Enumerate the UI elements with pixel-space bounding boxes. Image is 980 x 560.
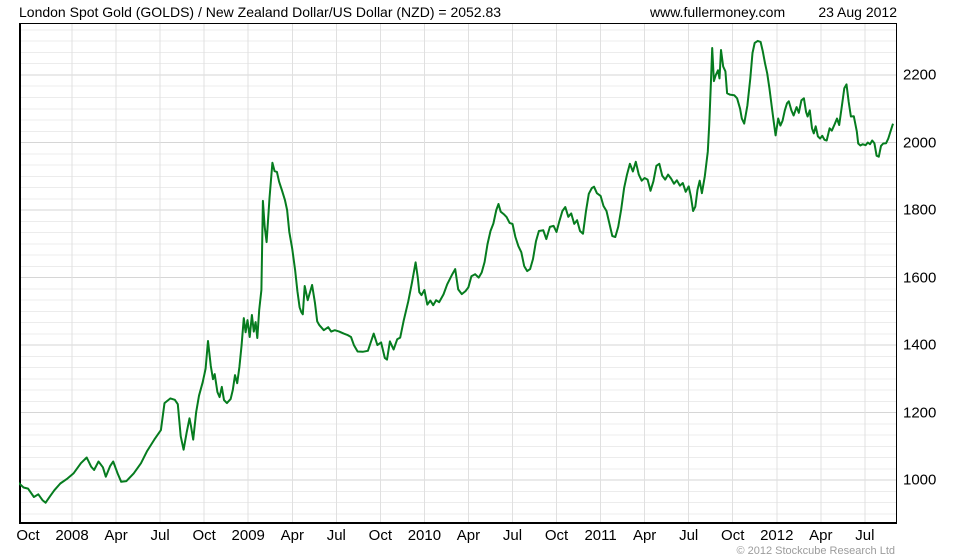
- x-axis-label: 2011: [584, 527, 617, 544]
- y-axis-label: 1400: [903, 336, 937, 354]
- chart-date: 23 Aug 2012: [818, 4, 897, 20]
- x-axis-label: 2008: [55, 527, 89, 544]
- y-axis-label: 1800: [903, 201, 937, 219]
- x-axis-label: 2012: [760, 527, 794, 544]
- x-axis-label: Apr: [809, 527, 833, 544]
- x-axis-label: Apr: [280, 527, 304, 544]
- gold-nzd-line-chart: [19, 23, 897, 524]
- x-axis-label: Oct: [368, 527, 393, 544]
- chart-title: London Spot Gold (GOLDS) / New Zealand D…: [19, 4, 502, 20]
- y-axis-label: 1200: [903, 404, 937, 422]
- x-axis-label: Jul: [855, 527, 875, 544]
- x-axis-label: Jul: [679, 527, 699, 544]
- gold-nzd-price-line: [19, 39, 894, 504]
- x-axis-label: Oct: [544, 527, 569, 544]
- y-axis-label: 1000: [903, 471, 937, 489]
- x-axis-label: Jul: [326, 527, 346, 544]
- x-axis-label: Apr: [632, 527, 657, 544]
- x-axis-label: Oct: [192, 527, 216, 544]
- x-axis-label: Oct: [16, 527, 40, 544]
- x-axis-label: Jul: [150, 527, 170, 544]
- y-axis-label: 2000: [903, 134, 937, 151]
- x-axis-label: Oct: [721, 527, 745, 544]
- x-axis-label: Apr: [456, 527, 481, 544]
- y-axis-label: 2200: [903, 66, 937, 84]
- x-axis-label: 2010: [407, 527, 442, 544]
- y-axis-label: 1600: [903, 269, 937, 287]
- copyright-notice: © 2012 Stockcube Research Ltd: [736, 545, 895, 557]
- x-axis-label: Apr: [104, 527, 128, 544]
- x-axis-label: 2009: [231, 527, 265, 544]
- x-axis-label: Jul: [502, 527, 523, 544]
- price-plot-area: [19, 23, 897, 524]
- website-text: www.fullermoney.com: [650, 4, 786, 20]
